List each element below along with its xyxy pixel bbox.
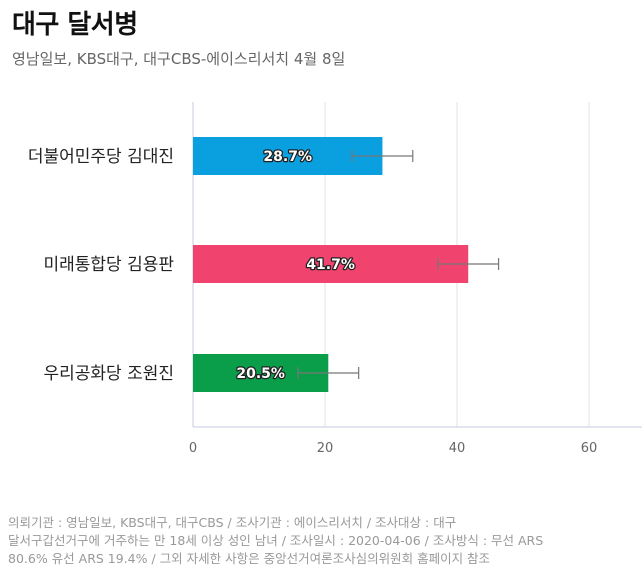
footnote: 의뢰기관 : 영남일보, KBS대구, 대구CBS / 조사기관 : 에이스리서… bbox=[8, 514, 644, 568]
bar bbox=[193, 245, 469, 283]
bar bbox=[193, 137, 383, 175]
x-tick-label: 0 bbox=[189, 441, 197, 456]
page-title: 대구 달서병 bbox=[12, 10, 138, 40]
value-label: 20.5% bbox=[236, 366, 285, 382]
value-label: 28.7% bbox=[263, 149, 312, 165]
value-label: 41.7% bbox=[306, 257, 355, 273]
page-subtitle: 영남일보, KBS대구, 대구CBS-에이스리서치 4월 8일 bbox=[12, 50, 346, 68]
x-tick-label: 20 bbox=[317, 441, 334, 456]
footnote-line: 의뢰기관 : 영남일보, KBS대구, 대구CBS / 조사기관 : 에이스리서… bbox=[8, 515, 457, 530]
category-label: 미래통합당 김용판 bbox=[43, 255, 174, 275]
x-tick-label: 40 bbox=[449, 441, 466, 456]
footnote-line: 80.6% 유선 ARS 19.4% / 그외 자세한 사항은 중앙선거여론조사… bbox=[8, 551, 491, 566]
x-tick-label: 60 bbox=[581, 441, 598, 456]
category-label: 우리공화당 조원진 bbox=[43, 364, 174, 384]
category-label: 더불어민주당 김대진 bbox=[28, 147, 174, 167]
footnote-line: 달서구갑선거구에 거주하는 만 18세 이상 성인 남녀 / 조사일시 : 20… bbox=[8, 533, 544, 548]
